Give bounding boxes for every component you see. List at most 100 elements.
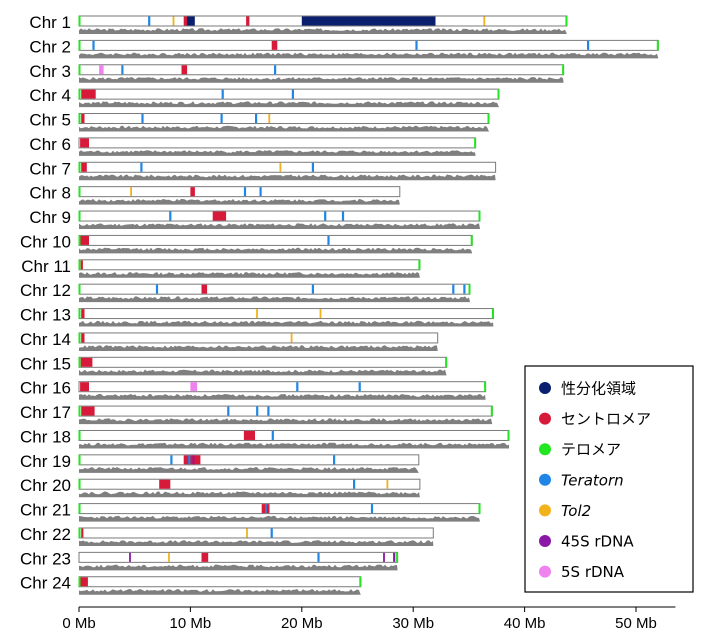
telomere-end: [359, 576, 362, 587]
telomere-end: [490, 406, 493, 417]
legend-label-tel: テロメア: [561, 441, 621, 459]
feature-tol2: [172, 16, 175, 26]
feature-ter: [311, 162, 314, 172]
feature-sex: [301, 16, 436, 26]
density-track: [79, 515, 480, 522]
density-track: [79, 393, 486, 400]
chromosome-23: Chr 23: [20, 549, 399, 571]
chromosome-2: Chr 2: [29, 37, 659, 59]
chromosome-label: Chr 5: [29, 111, 71, 130]
chromosome-bar: [78, 454, 420, 466]
telomere-start: [78, 576, 81, 587]
legend-label-sex: 性分化領域: [561, 380, 636, 398]
chromosome-bar: [78, 551, 399, 563]
chromosome-16: Chr 16: [20, 379, 487, 400]
telomere-start: [78, 89, 81, 100]
telomere-start: [78, 332, 81, 343]
feature-cen: [80, 577, 88, 587]
telomere-end: [478, 503, 481, 514]
telomere-start: [78, 479, 81, 490]
x-tick-label: 10 Mb: [170, 615, 212, 632]
telomere-end: [474, 137, 477, 148]
chromosome-label: Chr 4: [29, 86, 71, 105]
x-tick-label: 0 Mb: [62, 615, 95, 632]
feature-ter: [270, 528, 273, 538]
feature-r45: [192, 455, 195, 465]
chromosome-19: Chr 19: [20, 452, 420, 473]
telomere-end: [491, 308, 494, 319]
chromosome-bar: [78, 478, 421, 490]
chromosome-bar: [78, 234, 473, 246]
feature-ter: [148, 16, 151, 26]
feature-tol2: [386, 479, 389, 489]
telomere-end: [507, 430, 510, 441]
feature-ter: [452, 284, 455, 294]
telomere-start: [78, 357, 81, 368]
chromosome-14: Chr 14: [20, 330, 439, 351]
density-track: [79, 589, 361, 595]
chromosome-bar: [78, 405, 493, 417]
density-track: [79, 442, 509, 449]
chromosome-label: Chr 7: [29, 159, 71, 178]
telomere-end: [565, 16, 568, 26]
feature-cen: [190, 187, 195, 197]
legend-swatch-tel: [539, 443, 551, 456]
chromosome-bar: [78, 137, 477, 149]
chromosome-bar: [78, 527, 434, 539]
feature-cen: [201, 284, 208, 294]
feature-ter: [341, 211, 345, 221]
chromosome-4: Chr 4: [29, 86, 500, 108]
chromosome-label: Chr 20: [20, 476, 71, 495]
telomere-end: [445, 357, 448, 368]
chromosome-bar: [78, 283, 471, 295]
telomere-start: [78, 64, 81, 75]
density-track: [79, 564, 398, 571]
chromosome-label: Chr 15: [20, 354, 71, 373]
feature-tol2: [319, 309, 322, 319]
chromosome-label: Chr 8: [29, 184, 71, 203]
density-track: [79, 28, 567, 34]
chromosome-6: Chr 6: [29, 135, 477, 156]
telomere-end: [497, 89, 500, 100]
chromosome-bar: [78, 259, 421, 271]
legend-box: [524, 365, 694, 593]
x-tick-label: 50 Mb: [615, 615, 657, 632]
telomere-end: [468, 284, 471, 295]
telomere-end: [484, 381, 487, 392]
legend-swatch-r45: [539, 535, 551, 547]
chromosome-label: Chr 23: [20, 549, 71, 568]
feature-cen: [212, 211, 227, 221]
chromosome-bar: [78, 429, 510, 441]
chromosome-bar: [78, 186, 401, 198]
telomere-start: [78, 454, 81, 465]
legend-label-r5: 5S rDNA: [561, 563, 625, 581]
telomere-start: [78, 284, 81, 295]
telomere-start: [78, 186, 81, 197]
chromosome-18: Chr 18: [20, 427, 510, 449]
telomere-start: [78, 40, 81, 51]
chromosome-22: Chr 22: [20, 525, 434, 546]
chromosome-21: Chr 21: [20, 501, 481, 522]
feature-tol2: [256, 309, 258, 319]
telomere-start: [78, 527, 81, 538]
density-track: [79, 296, 470, 303]
telomere-start: [78, 503, 81, 514]
feature-ter: [243, 187, 247, 197]
feature-sex: [185, 16, 195, 26]
feature-ter: [140, 162, 143, 172]
density-track: [79, 467, 419, 473]
feature-ter: [155, 284, 159, 294]
feature-tol2: [246, 528, 248, 538]
chromosome-17: Chr 17: [20, 403, 493, 425]
chromosome-label: Chr 6: [29, 135, 71, 154]
legend-label-tol2: Tol2: [561, 502, 591, 520]
telomere-start: [78, 16, 81, 26]
telomere-start: [78, 235, 81, 246]
telomere-end: [487, 113, 490, 124]
density-track: [79, 101, 499, 108]
chromosome-7: Chr 7: [29, 159, 497, 181]
feature-tol2: [268, 114, 271, 124]
chromosome-label: Chr 11: [21, 257, 71, 276]
